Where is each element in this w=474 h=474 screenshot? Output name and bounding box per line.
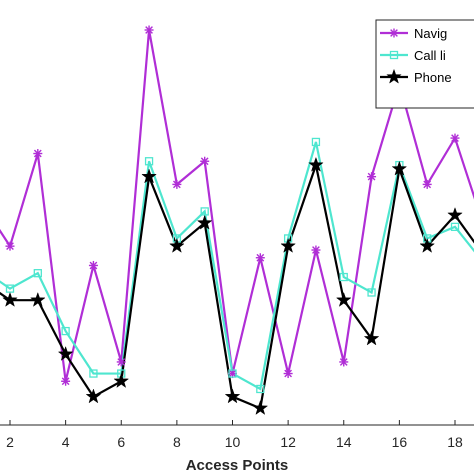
- series-0-point-13: [339, 357, 349, 367]
- series-2-point-17: [447, 207, 463, 222]
- series-1-point-3: [61, 326, 70, 336]
- series-1-point-6: [144, 157, 154, 166]
- series-0-point-5: [116, 357, 126, 367]
- x-tick-label: 4: [62, 434, 70, 450]
- legend-marker-0: [389, 28, 399, 38]
- series-2-point-8: [196, 214, 213, 230]
- legend-label-2: Phone: [414, 70, 452, 85]
- series-0-point-8: [200, 156, 210, 166]
- x-tick-label: 8: [173, 434, 181, 450]
- x-tick-label: 18: [447, 434, 463, 450]
- x-tick-label: 2: [6, 434, 14, 450]
- x-tick-label: 16: [392, 434, 408, 450]
- series-2-point-13: [335, 291, 352, 307]
- series-1-point-14: [367, 288, 376, 297]
- x-axis-title: Access Points: [186, 457, 289, 474]
- series-0-point-10: [255, 253, 265, 263]
- legend: Navig Call li Phone: [375, 19, 474, 109]
- legend-label-0: Navig: [414, 26, 447, 41]
- series-2-point-5: [113, 372, 130, 388]
- series-2-point-1: [2, 291, 18, 307]
- series-1-point-4: [89, 369, 98, 378]
- series-1-point-2: [33, 269, 42, 278]
- series-2-point-14: [363, 330, 380, 346]
- series-0-point-3: [61, 376, 71, 386]
- legend-marker-1: [389, 50, 399, 60]
- legend-label-1: Call li: [414, 48, 446, 63]
- series-1-point-10: [256, 384, 265, 394]
- series-2-point-10: [252, 400, 269, 415]
- x-tick-label: 6: [117, 434, 125, 450]
- series-0-point-1: [5, 241, 15, 251]
- series-0-point-12: [311, 245, 321, 255]
- series-0-point-14: [367, 172, 377, 182]
- series-2-point-9: [224, 388, 241, 404]
- series-1-point-17: [450, 222, 460, 232]
- series-0-point-11: [283, 369, 293, 379]
- series-2-point-6: [141, 168, 157, 184]
- series-markers: [2, 25, 463, 415]
- series-0-point-16: [422, 179, 432, 189]
- x-tick-label: 14: [336, 434, 352, 450]
- series-2-point-4: [85, 388, 102, 404]
- series-2-point-3: [57, 345, 74, 361]
- series-1-point-12: [311, 137, 321, 147]
- series-2-point-7: [169, 237, 185, 253]
- series-0-point-2: [33, 149, 43, 159]
- series-1-point-9: [228, 369, 237, 378]
- series-0-point-7: [172, 179, 182, 189]
- series-2-point-15: [391, 160, 408, 176]
- series-0-point-4: [88, 260, 98, 270]
- series-2-point-11: [280, 237, 296, 253]
- series-0-point-6: [144, 25, 154, 35]
- legend-marker-2: [386, 68, 402, 84]
- series-0-point-17: [450, 133, 460, 143]
- series-2-point-16: [419, 237, 436, 253]
- series-2-point-12: [308, 156, 324, 172]
- series-1-point-13: [339, 272, 348, 282]
- x-tick-label: 12: [280, 434, 296, 450]
- series-2-point-2: [29, 291, 46, 307]
- x-tick-label: 10: [225, 434, 241, 450]
- x-ticks: 2 4 6 8 10 12 14 16 18: [6, 420, 463, 450]
